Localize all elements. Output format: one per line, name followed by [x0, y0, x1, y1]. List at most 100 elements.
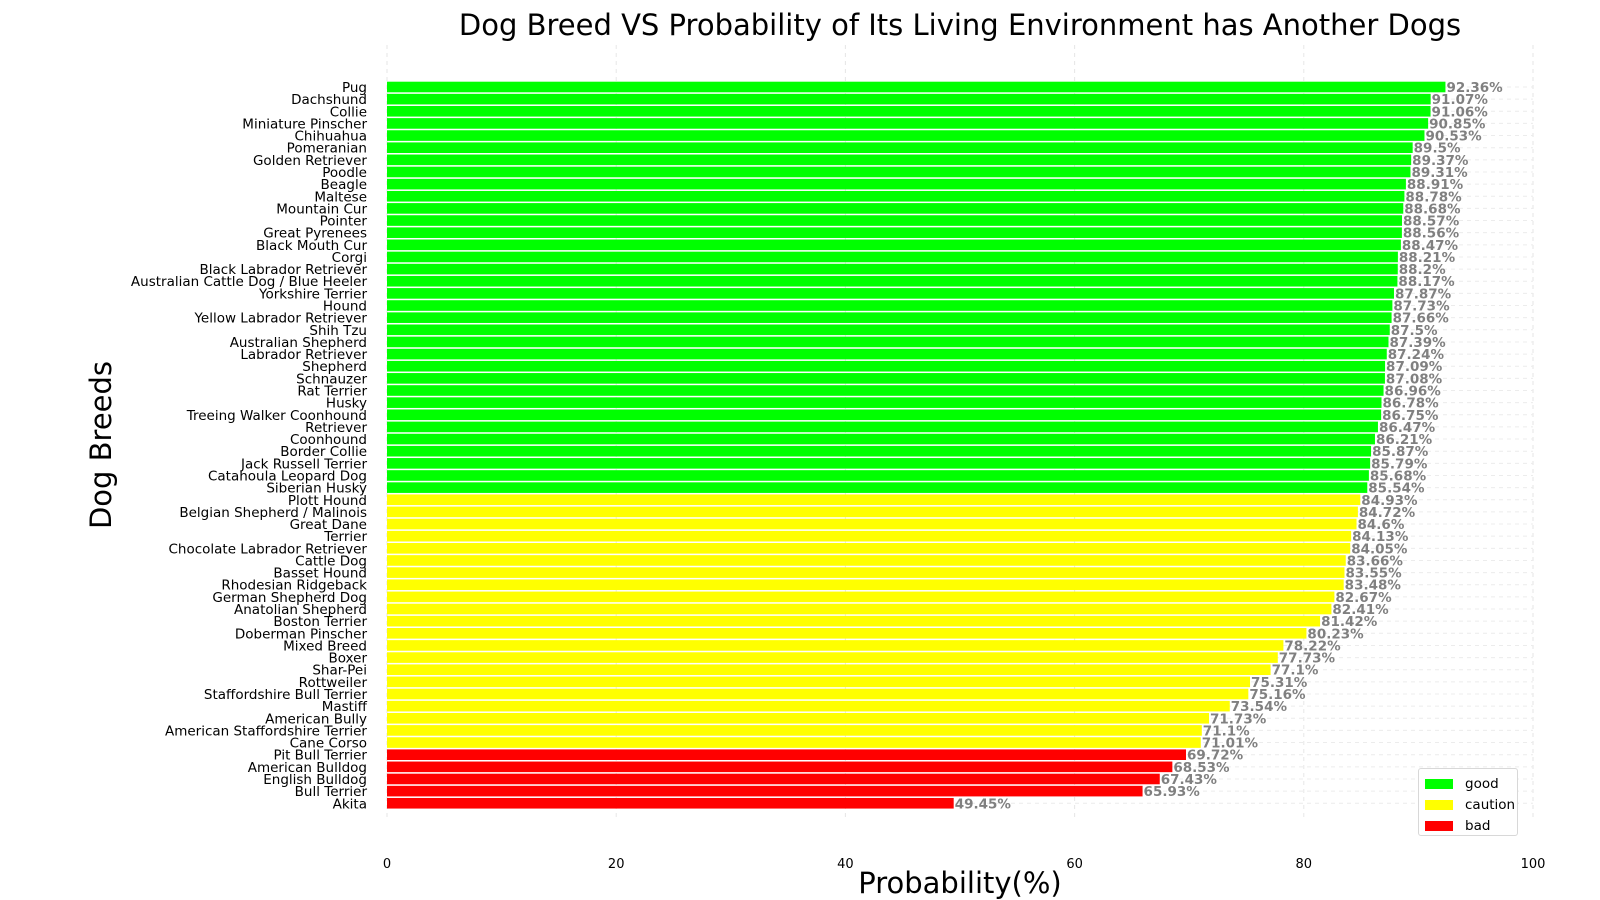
breed-label: Miniature Pinscher: [242, 116, 367, 132]
value-label: 89.37%: [1412, 153, 1469, 169]
breed-label: Shih Tzu: [309, 323, 367, 339]
bar-shepherd: [387, 360, 1386, 372]
breed-label: Terrier: [323, 529, 367, 545]
breed-label: Golden Retriever: [253, 153, 367, 169]
value-label: 88.56%: [1403, 226, 1460, 242]
breed-label: Black Labrador Retriever: [200, 262, 368, 278]
value-label: 86.47%: [1379, 420, 1436, 436]
bar-black-mouth-cur: [387, 239, 1401, 251]
breed-label: Bull Terrier: [295, 784, 368, 800]
breed-label: Pug: [342, 80, 367, 96]
bar-collie: [387, 105, 1431, 117]
breed-label: Shar-Pei: [312, 663, 367, 679]
bar-black-labrador-retriever: [387, 263, 1398, 275]
value-label: 87.39%: [1389, 335, 1446, 351]
value-label: 75.16%: [1249, 687, 1306, 703]
bar-bull-terrier: [387, 785, 1143, 797]
value-label: 75.31%: [1251, 675, 1308, 691]
value-label: 88.47%: [1402, 238, 1459, 254]
value-label: 83.48%: [1345, 578, 1402, 594]
value-label: 87.09%: [1386, 359, 1443, 375]
value-label: 71.1%: [1203, 723, 1250, 739]
value-label: 91.06%: [1432, 104, 1489, 120]
bar-yorkshire-terrier: [387, 288, 1394, 299]
value-label: 83.66%: [1347, 553, 1404, 569]
value-label: 87.5%: [1391, 323, 1438, 339]
breed-label: American Bully: [265, 711, 367, 727]
breed-label: Yorkshire Terrier: [258, 286, 367, 302]
bar-dachshund: [387, 93, 1431, 105]
value-label: 82.41%: [1332, 602, 1389, 618]
value-label: 90.53%: [1425, 129, 1482, 145]
value-label: 87.24%: [1388, 347, 1445, 363]
breed-label: Border Collie: [280, 444, 367, 460]
breed-label: English Bulldog: [263, 772, 367, 788]
bar-poodle: [387, 166, 1411, 178]
value-label: 85.54%: [1368, 481, 1425, 497]
bar-miniature-pinscher: [387, 118, 1429, 129]
value-label: 77.73%: [1279, 651, 1336, 667]
value-label: 87.87%: [1395, 286, 1452, 302]
bar-great-dane: [387, 518, 1357, 530]
breed-label: Great Dane: [290, 517, 367, 533]
bar-yellow-labrador-retriever: [387, 312, 1392, 323]
bar-doberman-pinscher: [387, 628, 1307, 639]
breed-label: Coonhound: [290, 432, 367, 448]
value-label: 88.21%: [1399, 250, 1456, 266]
breed-label: Labrador Retriever: [240, 347, 367, 363]
breed-label: Dachshund: [291, 92, 367, 108]
breed-label: Beagle: [321, 177, 367, 193]
value-label: 84.13%: [1352, 529, 1409, 545]
bar-american-staffordshire-terrier: [387, 725, 1202, 736]
bar-pomeranian: [387, 142, 1413, 153]
breed-label: Hound: [323, 299, 367, 315]
breed-label: Plott Hound: [288, 493, 367, 509]
breed-label: Siberian Husky: [266, 481, 367, 497]
bar-hound: [387, 300, 1393, 311]
bar-german-shepherd-dog: [387, 591, 1335, 603]
value-label: 86.96%: [1385, 384, 1442, 400]
bar-rottweiler: [387, 676, 1251, 688]
breed-label: Collie: [330, 104, 367, 120]
legend-label-bad: bad: [1465, 817, 1491, 834]
bar-coonhound: [387, 433, 1375, 445]
value-label: 85.79%: [1371, 456, 1428, 472]
bar-corgi: [387, 251, 1398, 263]
breed-label: Staffordshire Bull Terrier: [204, 687, 368, 703]
value-label: 84.72%: [1359, 505, 1416, 521]
value-label: 89.5%: [1414, 141, 1461, 157]
value-label: 84.93%: [1361, 493, 1418, 509]
value-label: 88.2%: [1399, 262, 1446, 278]
breed-label: Catahoula Leopard Dog: [208, 468, 367, 484]
value-label: 88.57%: [1403, 214, 1460, 230]
bar-akita: [387, 797, 954, 809]
bar-mountain-cur: [387, 203, 1404, 214]
value-label: 71.73%: [1210, 711, 1267, 727]
value-label: 77.1%: [1272, 663, 1319, 679]
bar-terrier: [387, 530, 1352, 542]
bar-retriever: [387, 421, 1378, 433]
value-label: 78.22%: [1284, 638, 1341, 654]
x-axis-title: Probability(%): [858, 866, 1061, 900]
breed-label: Jack Russell Terrier: [240, 456, 367, 472]
chart-title: Dog Breed VS Probability of Its Living E…: [458, 8, 1462, 42]
bar-plott-hound: [387, 494, 1361, 506]
value-label: 91.07%: [1432, 92, 1489, 108]
bar-chihuahua: [387, 130, 1425, 141]
legend-item-caution: caution: [1425, 794, 1517, 815]
breed-label: Cattle Dog: [295, 553, 367, 569]
breed-label: Mixed Breed: [283, 638, 367, 654]
bar-great-pyrenees: [387, 227, 1402, 238]
legend-swatch-bad: [1425, 820, 1453, 831]
value-label: 88.78%: [1405, 189, 1462, 205]
value-label: 86.21%: [1376, 432, 1433, 448]
y-axis-title: Dog Breeds: [84, 361, 118, 529]
breed-label: Australian Cattle Dog / Blue Heeler: [131, 274, 368, 290]
value-label: 84.05%: [1351, 541, 1408, 557]
breed-label: Doberman Pinscher: [235, 626, 368, 642]
x-tick-label: 100: [1521, 857, 1546, 872]
legend-label-caution: caution: [1465, 796, 1516, 813]
value-label: 85.87%: [1372, 444, 1429, 460]
value-label: 68.53%: [1173, 760, 1230, 776]
breed-label: Maltese: [314, 189, 367, 205]
